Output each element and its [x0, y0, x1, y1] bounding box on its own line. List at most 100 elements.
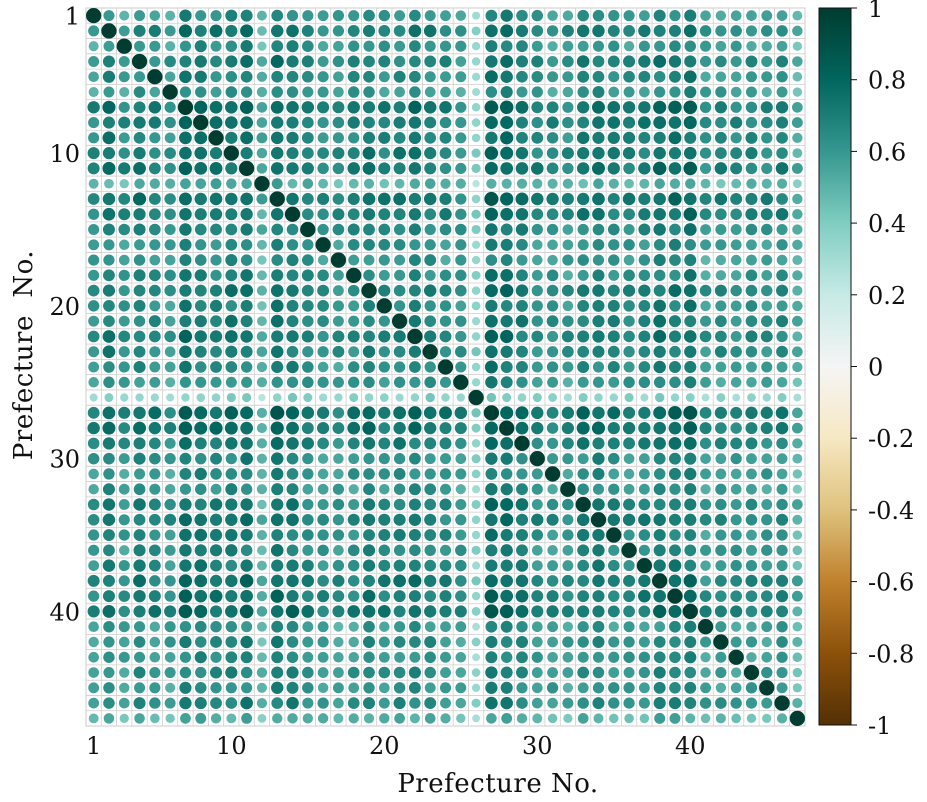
correlation-dot — [241, 178, 252, 189]
correlation-dot — [761, 71, 773, 83]
correlation-dot — [148, 437, 161, 450]
correlation-dot — [179, 666, 192, 679]
correlation-dot — [562, 468, 574, 480]
correlation-dot — [668, 452, 681, 465]
correlation-dot — [116, 38, 132, 54]
correlation-dot — [668, 574, 682, 588]
correlation-dot — [102, 590, 115, 603]
correlation-dot — [118, 422, 131, 434]
correlation-dot — [333, 651, 344, 663]
correlation-dot — [623, 560, 635, 572]
correlation-dot — [409, 452, 421, 465]
correlation-dot — [683, 116, 697, 130]
correlation-dot — [440, 71, 451, 83]
correlation-dot — [240, 651, 253, 664]
correlation-dot — [226, 178, 237, 189]
correlation-dot — [747, 393, 756, 402]
correlation-dot — [532, 254, 543, 266]
correlation-dot — [179, 284, 192, 297]
correlation-dot — [761, 361, 773, 373]
correlation-dot — [180, 713, 191, 724]
correlation-dot — [225, 590, 238, 603]
correlation-dot — [102, 605, 116, 618]
correlation-dot — [270, 284, 284, 297]
correlation-dot — [638, 468, 650, 480]
correlation-dot — [546, 605, 559, 618]
correlation-dot — [424, 513, 437, 526]
correlation-dot — [715, 377, 726, 388]
correlation-dot — [133, 574, 146, 588]
x-tick-label: 1 — [86, 732, 101, 760]
correlation-dot — [393, 55, 406, 68]
correlation-dot — [362, 437, 376, 450]
correlation-dot — [730, 132, 742, 144]
correlation-dot — [195, 361, 207, 373]
correlation-dot — [638, 70, 651, 83]
correlation-dot — [700, 484, 711, 495]
correlation-dot — [256, 438, 268, 449]
correlation-dot — [669, 483, 681, 495]
correlation-dot — [499, 100, 514, 115]
correlation-dot — [224, 406, 239, 420]
correlation-dot — [347, 284, 360, 297]
correlation-dot — [377, 100, 391, 114]
correlation-dot — [333, 713, 344, 724]
correlation-dot — [652, 604, 667, 619]
correlation-dot — [592, 330, 605, 343]
correlation-dot — [224, 314, 238, 328]
correlation-dot — [286, 529, 299, 541]
correlation-dot — [270, 513, 284, 527]
correlation-dot — [439, 40, 452, 52]
correlation-dot — [561, 437, 574, 450]
correlation-dot — [238, 160, 255, 177]
correlation-dot — [408, 299, 421, 312]
correlation-dot — [653, 71, 666, 83]
correlation-dot — [133, 223, 146, 236]
correlation-dot — [118, 605, 130, 618]
correlation-dot — [210, 239, 222, 251]
correlation-dot — [761, 10, 773, 22]
correlation-dot — [103, 697, 115, 709]
correlation-dot — [378, 636, 390, 648]
correlation-dot — [317, 713, 329, 724]
correlation-dot — [485, 238, 498, 251]
correlation-dot — [547, 254, 558, 266]
correlation-dot — [761, 437, 773, 449]
correlation-dot — [286, 620, 299, 633]
correlation-dot — [164, 25, 176, 37]
x-tick-labels: 1 10 20 30 40 — [86, 732, 706, 760]
correlation-dot — [317, 55, 329, 67]
correlation-dot — [210, 376, 222, 388]
correlation-dot — [593, 178, 604, 189]
correlation-dot — [148, 315, 161, 328]
correlation-dot — [653, 223, 666, 236]
correlation-dot — [715, 590, 727, 602]
correlation-dot — [471, 515, 481, 525]
correlation-dot — [638, 544, 650, 556]
correlation-dot — [286, 269, 299, 282]
correlation-dot — [668, 467, 681, 480]
correlation-dot — [792, 209, 803, 220]
correlation-dot — [471, 163, 481, 174]
correlation-dot — [103, 544, 115, 557]
correlation-dot — [746, 361, 757, 373]
correlation-dot — [439, 406, 452, 420]
correlation-dot — [455, 40, 467, 52]
correlation-dot — [424, 468, 436, 480]
correlation-dot — [472, 88, 481, 97]
correlation-dot — [362, 635, 376, 649]
correlation-dot — [745, 86, 757, 98]
correlation-dot — [531, 636, 543, 648]
correlation-dot — [761, 514, 773, 526]
correlation-dot — [301, 590, 314, 602]
correlation-dot — [607, 574, 620, 587]
correlation-dot — [164, 269, 176, 282]
correlation-dot — [485, 24, 498, 38]
correlation-dot — [484, 589, 499, 603]
correlation-dot — [378, 284, 391, 297]
correlation-dot — [133, 116, 146, 129]
correlation-dot — [394, 621, 406, 633]
correlation-dot — [608, 40, 620, 52]
correlation-dot — [362, 131, 376, 144]
correlation-dot — [792, 56, 803, 67]
